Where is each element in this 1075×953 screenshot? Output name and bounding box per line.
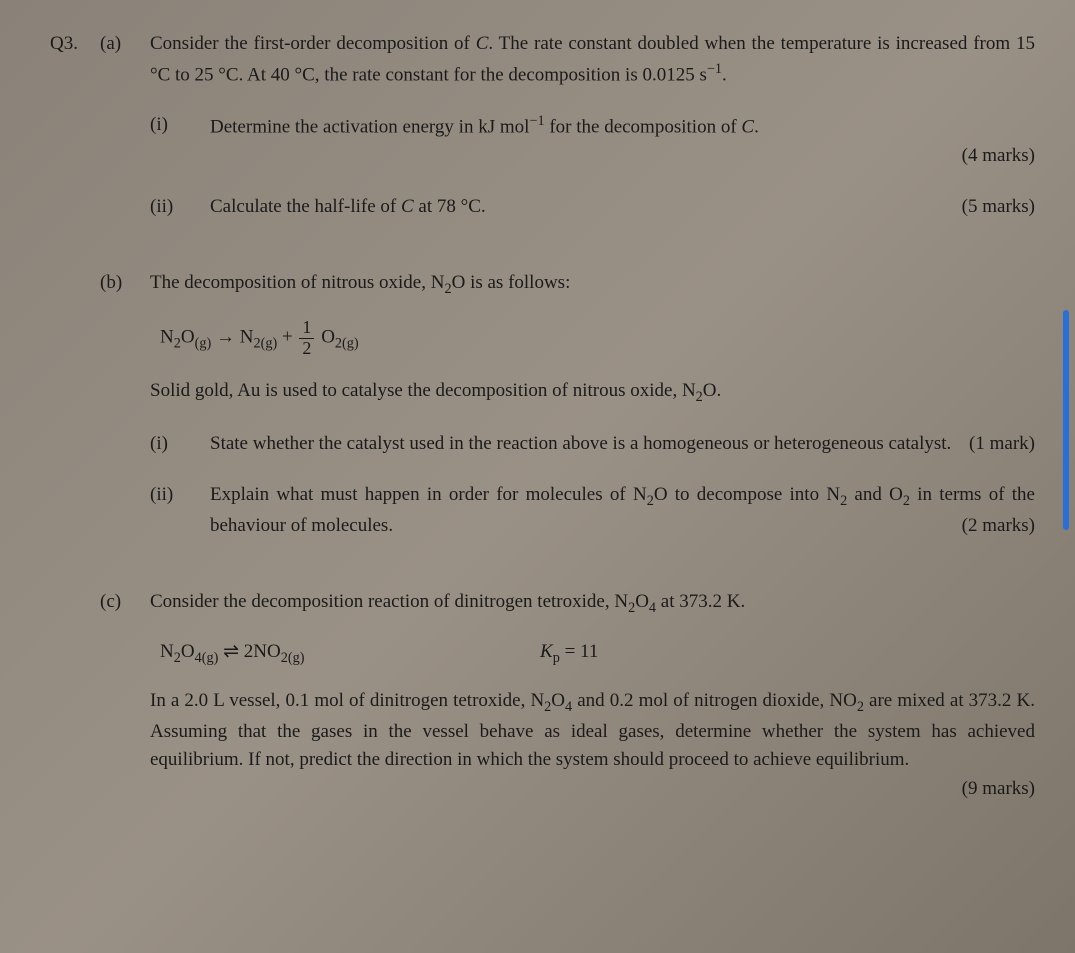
part-c-intro: Consider the decomposition reaction of d… (150, 588, 1035, 619)
b-equation: N2O(g) → N2(g) + 12 O2(g) (160, 318, 1035, 359)
b-ii-text: Explain what must happen in order for mo… (210, 481, 1035, 541)
a-ii-text: Calculate the half-life of C at 78 °C. (… (210, 193, 1035, 222)
a-ii-label: (ii) (150, 193, 210, 222)
part-a-label: (a) (100, 30, 150, 89)
part-c-label: (c) (100, 588, 150, 619)
a-ii-marks: (5 marks) (962, 193, 1035, 222)
b-ii-marks: (2 marks) (962, 512, 1035, 541)
b-i-label: (i) (150, 430, 210, 459)
scroll-indicator (1063, 310, 1069, 530)
a-i-marks: (4 marks) (962, 142, 1035, 171)
c-equation: N2O4(g) ⇌ 2NO2(g) Kp = 11 (160, 638, 1035, 669)
a-i-text: Determine the activation energy in kJ mo… (210, 111, 1035, 170)
exam-page: Q3. (a) Consider the first-order decompo… (50, 30, 1035, 803)
c-body: In a 2.0 L vessel, 0.1 mol of dinitrogen… (150, 687, 1035, 804)
b-ii-label: (ii) (150, 481, 210, 541)
part-b-label: (b) (100, 269, 150, 300)
part-a-intro: Consider the first-order decomposition o… (150, 30, 1035, 89)
c-marks: (9 marks) (962, 775, 1035, 804)
question-number: Q3. (50, 30, 100, 89)
b-i-text: State whether the catalyst used in the r… (210, 430, 1035, 459)
a-i-label: (i) (150, 111, 210, 170)
b-line2: Solid gold, Au is used to catalyse the d… (150, 377, 1035, 408)
b-i-marks: (1 mark) (969, 430, 1035, 459)
part-b-intro: The decomposition of nitrous oxide, N2O … (150, 269, 1035, 300)
